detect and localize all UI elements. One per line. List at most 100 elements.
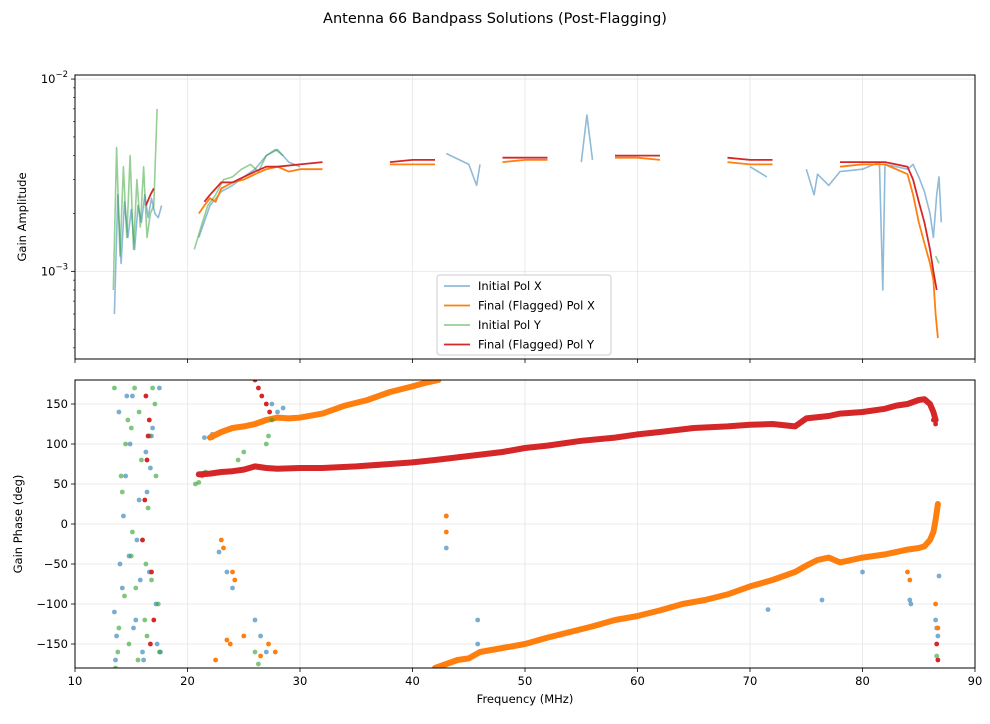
- phase-point-final-flagged-pol-x-lower-band: [933, 517, 938, 523]
- phase-point-final-flagged-pol-y-band: [252, 464, 258, 469]
- phase-point-final-flagged-pol-x-band: [365, 397, 370, 403]
- legend-label-initial-pol-y: Initial Pol Y: [478, 318, 542, 332]
- phase-point-initial-pol-x: [765, 607, 771, 612]
- phase-point-final-flagged-pol-y-band: [803, 416, 809, 421]
- phase-point-final-flagged-pol-x: [232, 577, 238, 583]
- bottom-y-tick-label: 150: [46, 397, 68, 411]
- phase-point-final-flagged-pol-y-band: [905, 401, 910, 407]
- phase-point-final-flagged-pol-y: [148, 641, 153, 647]
- amp-series-final-flagged-pol-x: [198, 156, 939, 339]
- phase-point-final-flagged-pol-x-band: [421, 380, 427, 386]
- bottom-x-tick-label: 10: [68, 674, 83, 688]
- phase-point-initial-pol-x: [123, 473, 128, 479]
- bottom-y-tick-label: −100: [36, 597, 68, 611]
- phase-point-final-flagged-pol-x-lower-band: [747, 584, 753, 589]
- phase-point-initial-pol-y: [126, 641, 132, 647]
- phase-point-initial-pol-y: [269, 417, 275, 423]
- phase-point-final-flagged-pol-y-band: [410, 460, 415, 465]
- phase-point-initial-pol-x: [141, 657, 147, 663]
- phase-point-final-flagged-pol-x-band: [387, 389, 393, 395]
- bottom-x-tick-label: 20: [180, 674, 195, 688]
- bottom-x-axis-label: Frequency (MHz): [477, 692, 574, 706]
- phase-point-final-flagged-pol-x-band: [342, 403, 348, 408]
- phase-point-final-flagged-pol-y-band: [263, 465, 269, 471]
- bottom-x-tick-label: 80: [855, 674, 870, 688]
- phase-point-final-flagged-pol-y: [140, 537, 145, 543]
- phase-point-initial-pol-x: [275, 409, 280, 415]
- phase-point-initial-pol-y: [112, 385, 117, 391]
- phase-point-initial-pol-y: [115, 649, 121, 655]
- phase-point-final-flagged-pol-y-band: [196, 472, 202, 477]
- amp-series-initial-pol-y: [112, 108, 940, 291]
- phase-point-final-flagged-pol-x: [221, 545, 226, 551]
- phase-point-final-flagged-pol-y: [149, 569, 154, 575]
- top-y-tick-label: 10−2: [41, 70, 68, 86]
- phase-point-final-flagged-pol-x-lower-band: [522, 641, 528, 647]
- phase-point-final-flagged-pol-x-lower-band: [545, 635, 550, 640]
- phase-point-final-flagged-pol-y-band: [387, 461, 393, 467]
- phase-point-final-flagged-pol-x-lower-band: [477, 649, 483, 655]
- phase-point-initial-pol-x: [121, 513, 126, 519]
- phase-point-initial-pol-y: [144, 633, 150, 639]
- phase-point-final-flagged-pol-y-band: [297, 465, 303, 471]
- phase-point-initial-pol-x: [475, 617, 481, 623]
- phase-point-initial-pol-y: [136, 409, 142, 415]
- phase-point-initial-pol-y: [119, 489, 125, 495]
- phase-point-final-flagged-pol-y: [256, 385, 261, 391]
- legend-label-final-flagged-pol-y: Final (Flagged) Pol Y: [478, 338, 595, 352]
- bottom-x-tick-label: 30: [293, 674, 308, 688]
- phase-point-final-flagged-pol-x-lower-band: [590, 624, 595, 629]
- phase-point-initial-pol-x: [134, 537, 140, 543]
- phase-point-final-flagged-pol-x: [227, 641, 233, 647]
- phase-point-initial-pol-y: [252, 649, 258, 655]
- phase-point-initial-pol-y: [143, 561, 149, 567]
- phase-point-initial-pol-x: [252, 617, 258, 623]
- phase-point-initial-pol-x: [935, 633, 941, 639]
- phase-point-initial-pol-x: [140, 649, 145, 655]
- phase-point-initial-pol-y: [133, 585, 139, 591]
- phase-point-final-flagged-pol-y-band: [922, 396, 927, 402]
- phase-point-initial-pol-x: [130, 393, 135, 399]
- phase-point-initial-pol-x: [114, 633, 119, 639]
- phase-point-final-flagged-pol-y-band: [218, 469, 224, 475]
- phase-point-initial-pol-y: [934, 653, 940, 659]
- phase-point-initial-pol-y: [149, 577, 154, 583]
- phase-point-final-flagged-pol-y-band: [466, 453, 472, 459]
- phase-point-initial-pol-x: [202, 435, 207, 440]
- phase-point-final-flagged-pol-x-lower-band: [792, 569, 798, 575]
- phase-point-initial-pol-x: [216, 549, 222, 555]
- phase-point-initial-pol-y: [116, 625, 122, 631]
- phase-point-final-flagged-pol-x-band: [410, 384, 415, 389]
- phase-point-initial-pol-y: [263, 441, 269, 447]
- amp-series-final-flagged-pol-y: [145, 154, 938, 291]
- phase-point-final-flagged-pol-y: [252, 380, 258, 383]
- phase-point-final-flagged-pol-x: [258, 653, 263, 659]
- bottom-y-tick-label: −50: [44, 557, 68, 571]
- phase-point-initial-pol-x: [127, 441, 133, 447]
- phase-point-final-flagged-pol-y-band: [657, 429, 663, 435]
- phase-point-final-flagged-pol-x-lower-band: [922, 544, 927, 549]
- phase-point-initial-pol-y: [123, 441, 128, 447]
- phase-point-final-flagged-pol-y: [259, 393, 265, 399]
- phase-point-final-flagged-pol-x: [266, 641, 271, 647]
- phase-point-initial-pol-x: [475, 641, 481, 647]
- phase-point-initial-pol-y: [241, 449, 247, 455]
- phase-point-final-flagged-pol-y-band: [320, 465, 325, 471]
- phase-point-initial-pol-y: [155, 601, 161, 607]
- legend-label-initial-pol-x: Initial Pol X: [478, 279, 542, 293]
- phase-point-initial-pol-x: [144, 489, 150, 495]
- phase-point-initial-pol-y: [125, 417, 131, 423]
- phase-point-final-flagged-pol-y-band: [522, 445, 528, 451]
- bottom-x-tick-label: 50: [518, 674, 533, 688]
- bottom-y-tick-label: 100: [46, 437, 68, 451]
- phase-point-final-flagged-pol-x: [443, 529, 449, 535]
- top-y-tick-label: 10−3: [41, 262, 68, 278]
- phase-point-final-flagged-pol-y-band: [230, 468, 235, 474]
- phase-point-final-flagged-pol-x-lower-band: [935, 501, 941, 507]
- legend-box: [436, 274, 612, 356]
- phase-point-final-flagged-pol-x: [213, 657, 219, 663]
- phase-point-initial-pol-y: [122, 593, 127, 599]
- phase-point-final-flagged-pol-y-band: [826, 413, 832, 419]
